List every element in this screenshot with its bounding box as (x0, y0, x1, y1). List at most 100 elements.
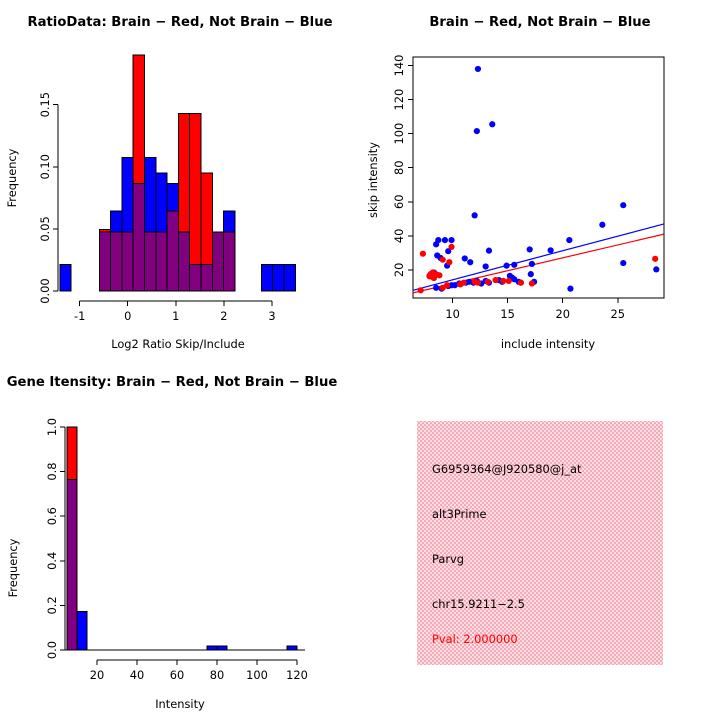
y-tick-label: 120 (392, 89, 406, 111)
y-tick-label: 0.15 (38, 92, 52, 117)
histogram-bar (286, 645, 298, 651)
scatter-point (528, 280, 535, 287)
scatter-point (446, 259, 453, 266)
y-tick-label: 0.00 (38, 278, 52, 303)
y-tick-label: 0.8 (45, 463, 59, 481)
y-tick-label: 0.4 (45, 552, 59, 570)
histogram-bar-overlap (155, 231, 168, 292)
scatter-xlabel: include intensity (501, 337, 596, 351)
scatter-point (547, 247, 554, 254)
scatter-point (444, 282, 451, 289)
histogram-bar-overlap (223, 231, 236, 292)
scatter-point (505, 277, 512, 285)
histogram-bar (283, 263, 296, 292)
histogram-bar-overlap (66, 478, 78, 651)
scatter-ylabel: skip intensity (366, 142, 380, 218)
ratio-histogram-bars (59, 54, 296, 292)
histogram-bar-overlap (189, 263, 202, 292)
panel-gene-histogram: Gene Itensity: Brain − Red, Not Brain − … (0, 360, 360, 720)
scatter-point (503, 262, 510, 269)
gene-histogram-svg: Gene Itensity: Brain − Red, Not Brain − … (6, 375, 337, 711)
x-tick-label: 80 (210, 668, 225, 682)
ratio-histogram-xlabel: Log2 Ratio Skip/Include (111, 337, 245, 351)
scatter-point (653, 266, 660, 273)
y-tick-label: 0.6 (45, 507, 59, 525)
y-tick-label: 0.0 (45, 641, 59, 659)
scatter-point (527, 271, 534, 278)
x-tick-label: 20 (555, 307, 570, 321)
plot-box (412, 56, 665, 299)
scatter-point (500, 277, 507, 285)
y-tick-label: 1.0 (45, 418, 59, 436)
y-tick-label: 0.05 (38, 216, 52, 241)
scatter-point (466, 278, 473, 285)
scatter-title: Brain − Red, Not Brain − Blue (429, 15, 650, 30)
scatter-point (566, 236, 573, 244)
scatter-point (445, 248, 452, 255)
x-tick-label: 2 (220, 309, 227, 323)
trendline (412, 223, 665, 291)
ratio-histogram-ylabel: Frequency (5, 148, 19, 207)
scatter-point (567, 285, 574, 292)
info-gene-symbol: Parvg (432, 552, 464, 566)
x-tick-label: 20 (90, 668, 105, 682)
ratio-histogram-x-axis: -1 0 1 2 3 (74, 300, 276, 323)
histogram-bar (216, 645, 228, 651)
histogram-bar (260, 263, 274, 292)
scatter-point (433, 241, 440, 248)
info-pval: Pval: 2.000000 (432, 632, 518, 646)
y-tick-label: 0.10 (38, 154, 52, 179)
info-event-type: alt3Prime (432, 507, 486, 521)
scatter-point (448, 236, 455, 244)
info-probe-id: G6959364@J920580@j_at (432, 462, 582, 476)
scatter-plot-frame (412, 56, 665, 299)
scatter-points (417, 65, 660, 294)
x-tick-label: 60 (170, 668, 185, 682)
gene-histogram-y-axis: 0.0 0.2 0.4 0.6 0.8 1.0 (45, 418, 66, 659)
scatter-point (419, 250, 427, 257)
x-tick-label: 1 (172, 309, 179, 323)
x-tick-label: 3 (268, 309, 275, 323)
x-tick-label: 40 (130, 668, 145, 682)
scatter-point (511, 261, 518, 268)
scatter-point (467, 259, 474, 266)
x-tick-label: 10 (445, 307, 460, 321)
histogram-bar (76, 610, 88, 651)
scatter-point (526, 246, 533, 253)
gene-histogram-ylabel: Frequency (6, 538, 20, 597)
x-tick-label: 0 (124, 309, 131, 323)
scatter-point (484, 278, 491, 285)
scatter-point (599, 221, 606, 228)
histogram-bar-overlap (200, 263, 213, 292)
y-tick-label: 60 (392, 195, 406, 210)
y-tick-label: 80 (392, 160, 406, 175)
y-tick-label: 0.2 (45, 596, 59, 614)
panel-ratio-histogram: RatioData: Brain − Red, Not Brain − Blue… (0, 0, 360, 360)
x-tick-label: 100 (246, 668, 268, 682)
ratio-histogram-y-axis: 0.00 0.05 0.10 0.15 (38, 92, 59, 304)
panel-scatter: Brain − Red, Not Brain − Blue 20 40 60 80 10… (360, 0, 720, 360)
histogram-bar-overlap (121, 231, 134, 292)
scatter-point (439, 256, 446, 263)
histogram-bar-overlap (132, 183, 146, 292)
scatter-point (485, 247, 493, 254)
histogram-bar (59, 263, 72, 292)
scatter-point (473, 127, 480, 135)
panel-info: G6959364@J920580@j_at alt3Prime Parvg ch… (360, 360, 720, 720)
scatter-point (436, 272, 443, 279)
scatter-point (517, 279, 524, 286)
scatter-y-axis: 20 40 60 80 100 120 140 (392, 55, 413, 277)
scatter-point (433, 284, 440, 291)
histogram-bar-overlap (211, 231, 225, 292)
scatter-point (492, 277, 499, 284)
histogram-bar-overlap (110, 231, 123, 292)
x-tick-label: 25 (611, 307, 626, 321)
scatter-point (620, 259, 627, 267)
y-tick-label: 140 (392, 55, 406, 77)
histogram-bar (272, 263, 285, 292)
scatter-point (489, 121, 496, 128)
scatter-point (448, 243, 455, 251)
scatter-svg: Brain − Red, Not Brain − Blue 20 40 60 80 10… (366, 15, 665, 351)
gene-histogram-bars (65, 426, 305, 651)
